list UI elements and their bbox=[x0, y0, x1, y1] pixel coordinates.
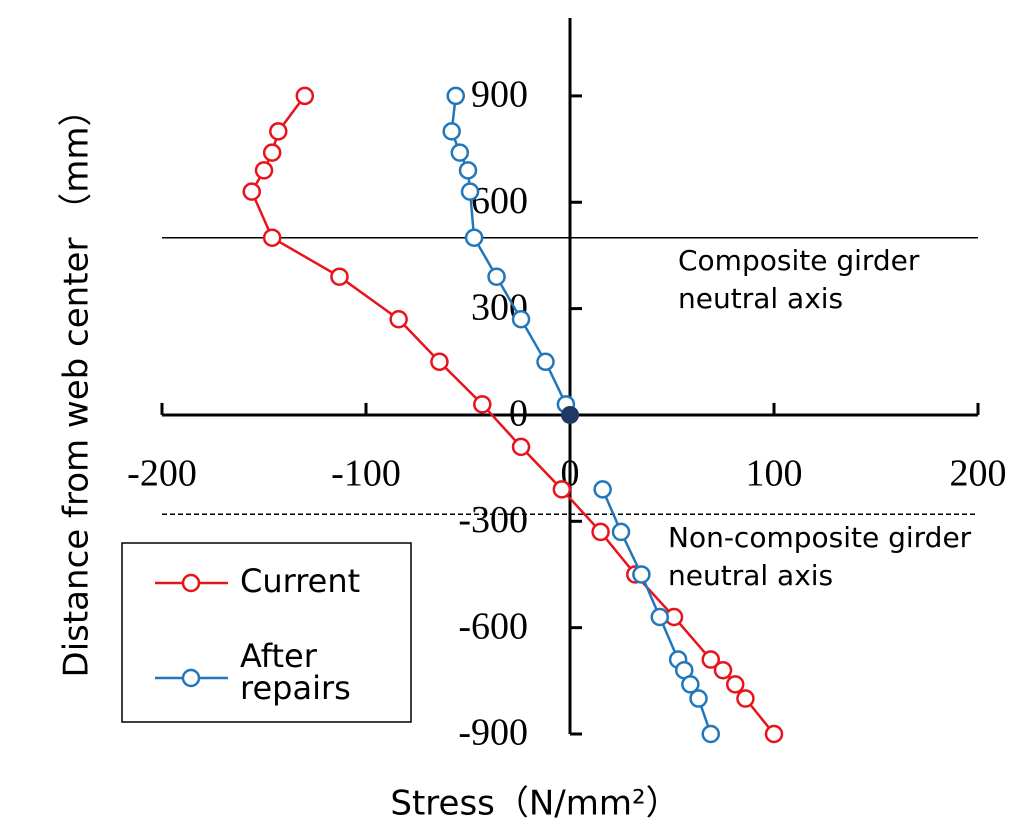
data-point bbox=[511, 437, 531, 457]
data-point bbox=[262, 228, 282, 247]
reference-label: Composite girder neutral axis bbox=[678, 243, 920, 315]
data-point bbox=[269, 122, 288, 141]
data-point bbox=[650, 607, 670, 627]
legend bbox=[121, 542, 412, 723]
y-tick-label: 900 bbox=[471, 74, 528, 116]
legend-label: After repairs bbox=[240, 637, 351, 707]
legend-marker bbox=[181, 668, 201, 688]
reference-label: Non-composite girder neutral axis bbox=[668, 521, 972, 593]
data-point bbox=[681, 675, 700, 694]
y-tick-label: -600 bbox=[458, 605, 528, 647]
data-point bbox=[458, 161, 478, 180]
data-point bbox=[262, 143, 282, 162]
data-point bbox=[611, 522, 631, 542]
y-tick-label: -900 bbox=[458, 712, 528, 754]
data-point bbox=[591, 522, 610, 542]
origin-point bbox=[561, 405, 579, 424]
data-point bbox=[701, 650, 721, 669]
y-tick-label: 600 bbox=[471, 180, 528, 222]
data-point bbox=[552, 480, 572, 499]
data-point bbox=[450, 143, 470, 162]
data-point bbox=[430, 352, 449, 372]
data-point bbox=[536, 352, 555, 372]
data-point bbox=[689, 689, 708, 708]
x-tick-label: -100 bbox=[331, 453, 401, 495]
data-point bbox=[464, 228, 484, 247]
data-point bbox=[446, 86, 466, 106]
data-point bbox=[330, 267, 349, 286]
data-point bbox=[764, 724, 784, 744]
data-point bbox=[442, 122, 461, 141]
data-point bbox=[511, 309, 531, 329]
x-tick-label: 100 bbox=[746, 453, 803, 495]
data-point bbox=[632, 565, 651, 584]
data-point bbox=[725, 675, 745, 694]
data-point bbox=[701, 724, 721, 744]
data-point bbox=[295, 86, 315, 106]
legend-marker bbox=[181, 573, 201, 593]
y-tick-label: -300 bbox=[458, 499, 528, 541]
legend-label: Current bbox=[240, 562, 360, 600]
data-point bbox=[487, 267, 506, 286]
x-axis-title: Stress（N/mm²） bbox=[390, 784, 679, 824]
data-point bbox=[242, 182, 262, 201]
data-point bbox=[593, 480, 612, 499]
data-point bbox=[713, 660, 733, 680]
data-point bbox=[460, 182, 480, 201]
data-point bbox=[254, 161, 274, 180]
x-tick-label: 200 bbox=[950, 453, 1007, 495]
x-tick-label: -200 bbox=[127, 453, 197, 495]
data-point bbox=[389, 309, 408, 329]
y-axis-title: Distance from web center （mm） bbox=[57, 93, 97, 678]
y-tick-label: 0 bbox=[509, 393, 528, 435]
data-point bbox=[473, 395, 492, 414]
data-point bbox=[736, 689, 755, 708]
